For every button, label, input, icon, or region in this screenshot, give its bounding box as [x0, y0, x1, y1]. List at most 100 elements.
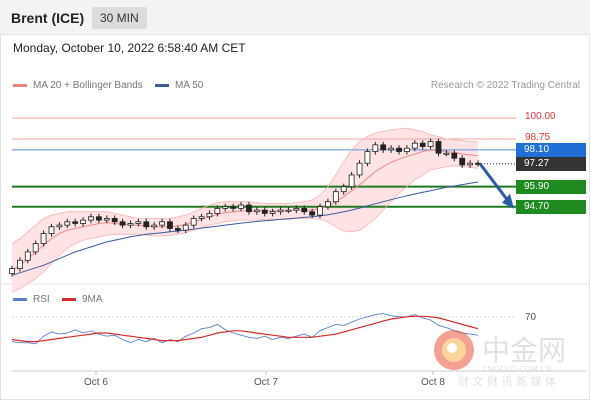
- candle-body: [230, 206, 237, 209]
- candle-body: [206, 213, 213, 218]
- candle-body: [427, 141, 434, 147]
- legend-9ma: 9MA: [62, 294, 103, 305]
- candle-body: [48, 226, 55, 234]
- candle-body: [348, 174, 355, 188]
- candle-body: [111, 218, 118, 223]
- ma20-bb-swatch: [13, 84, 27, 87]
- legend-ma20-bb-label: MA 20 + Bollinger Bands: [33, 80, 143, 91]
- candle-body: [135, 221, 142, 224]
- level-label-98.75: 98.75: [525, 131, 551, 143]
- watermark-tagline: 财 文 财 讯 新 媒 体: [458, 374, 556, 388]
- candle-body: [159, 221, 165, 226]
- rsi-swatch: [13, 298, 27, 301]
- copyright-text: Research © 2022 Trading Central: [430, 80, 580, 91]
- candle-body: [190, 218, 197, 226]
- candle-body: [396, 147, 402, 152]
- candle-body: [419, 142, 426, 147]
- ma9-line: [11, 315, 479, 343]
- candle-body: [317, 206, 323, 216]
- legend-ma50-label: MA 50: [175, 80, 204, 91]
- candle-body: [451, 152, 458, 159]
- candle-body: [9, 268, 15, 275]
- timestamp: Monday, October 10, 2022 6:58:40 AM CET: [13, 41, 246, 55]
- candle-body: [285, 209, 292, 212]
- ma50-swatch: [155, 84, 169, 87]
- legend-ma20-bb: MA 20 + Bollinger Bands: [13, 80, 143, 91]
- candle-body: [380, 144, 387, 151]
- candle-body: [174, 228, 181, 231]
- candle-body: [459, 157, 466, 166]
- level-label-95.90: 95.90: [516, 179, 586, 194]
- candle-body: [325, 201, 331, 208]
- candle-body: [16, 259, 23, 270]
- watermark-url: CNGOLD.COM.CN: [482, 365, 552, 374]
- instrument-title: Brent (ICE): [11, 10, 85, 26]
- level-label-100.00: 100.00: [525, 111, 556, 123]
- candle-body: [364, 151, 371, 164]
- candle-body: [198, 216, 205, 219]
- candle-body: [80, 219, 86, 224]
- x-tick-label: Oct 7: [254, 377, 278, 388]
- candle-body: [246, 204, 252, 213]
- projection-arrow: [478, 162, 513, 206]
- level-label-98.10: 98.10: [516, 142, 586, 157]
- candle-body: [151, 224, 158, 228]
- candle-body: [56, 224, 63, 228]
- legend-9ma-label: 9MA: [82, 294, 103, 305]
- ma9-swatch: [62, 298, 76, 301]
- candle-body: [261, 209, 268, 214]
- x-tick-label: Oct 6: [84, 377, 108, 388]
- candle-body: [182, 224, 189, 231]
- watermark-name: 中金网: [482, 334, 566, 367]
- rsi-line: [11, 313, 479, 345]
- candle-body: [404, 147, 410, 152]
- candle-body: [293, 207, 300, 211]
- candle-body: [167, 221, 173, 229]
- candle-body: [467, 162, 474, 166]
- candle-body: [356, 162, 363, 176]
- legend-ma50: MA 50: [155, 80, 203, 91]
- candle-body: [32, 243, 39, 253]
- rsi-level-label: 70: [525, 312, 537, 323]
- bb-lower-line: [11, 165, 479, 293]
- ma20-line: [11, 149, 479, 271]
- candle-body: [269, 211, 276, 214]
- timeframe-button[interactable]: 30 MIN: [92, 7, 147, 29]
- legend-rsi: RSI: [13, 294, 50, 305]
- chart-header: Brent (ICE) 30 MIN: [0, 0, 590, 35]
- projection-arrowhead: [502, 193, 514, 209]
- candle-body: [88, 216, 94, 221]
- candle-body: [119, 221, 126, 226]
- candle-body: [40, 233, 47, 244]
- candle-body: [411, 142, 418, 149]
- candle-body: [443, 152, 450, 155]
- candle-body: [253, 209, 260, 213]
- candle-body: [103, 218, 110, 221]
- candle-body: [64, 221, 71, 226]
- candle-body: [332, 191, 339, 203]
- candle-body: [72, 221, 79, 224]
- bb-upper-line: [11, 127, 478, 244]
- candle-body: [214, 207, 221, 214]
- candle-body: [222, 206, 229, 209]
- bollinger-band-area: [12, 128, 478, 292]
- candle-body: [277, 209, 284, 213]
- candle-body: [24, 251, 31, 261]
- candle-body: [301, 207, 308, 213]
- candle-body: [127, 223, 134, 226]
- candle-body: [340, 186, 347, 193]
- level-label-94.70: 94.70: [516, 199, 586, 214]
- level-label-97.27: 97.27: [516, 156, 586, 171]
- candle-body: [435, 141, 442, 154]
- candle-body: [238, 204, 244, 209]
- ma50-line: [11, 181, 479, 276]
- legend-rsi-label: RSI: [33, 294, 50, 305]
- candle-body: [143, 221, 150, 228]
- cngold-watermark: 中金网 CNGOLD.COM.CN 财 文 财 讯 新 媒 体: [434, 330, 566, 388]
- x-tick-label: Oct 8: [421, 377, 445, 388]
- candle-body: [309, 211, 316, 216]
- candle-body: [95, 216, 102, 221]
- candle-body: [372, 144, 379, 152]
- candle-body: [388, 147, 395, 151]
